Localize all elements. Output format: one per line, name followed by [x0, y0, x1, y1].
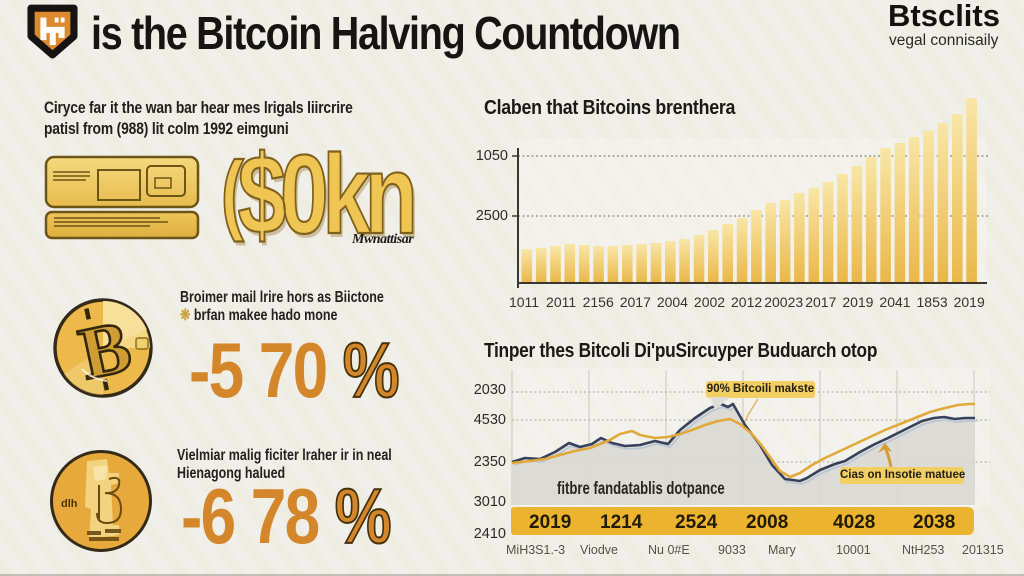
svg-text:dlh: dlh [61, 498, 78, 510]
